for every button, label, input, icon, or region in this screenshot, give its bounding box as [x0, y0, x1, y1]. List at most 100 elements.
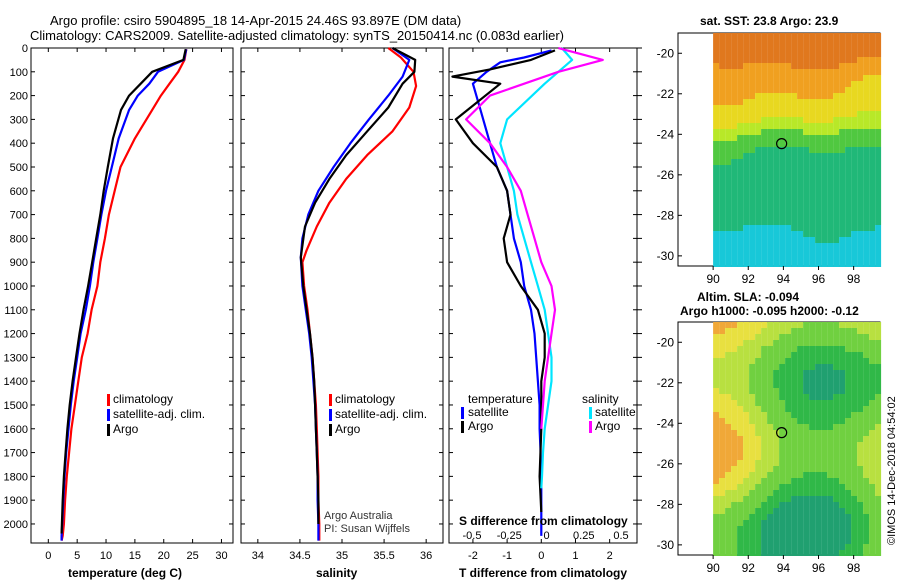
- map-cell: [749, 472, 756, 478]
- map-cell: [779, 436, 786, 442]
- map-cell: [833, 388, 840, 394]
- map-cell: [743, 45, 750, 51]
- map-cell: [821, 430, 828, 436]
- map-cell: [779, 424, 786, 430]
- map-cell: [791, 430, 798, 436]
- map-cell: [731, 231, 738, 237]
- map-cell: [743, 520, 750, 526]
- map-cell: [839, 57, 846, 63]
- map-cell: [749, 255, 756, 261]
- map-cell: [779, 87, 786, 93]
- map-cell: [731, 460, 738, 466]
- map-cell: [785, 87, 792, 93]
- map-cell: [761, 183, 768, 189]
- map-cell: [797, 123, 804, 129]
- map-cell: [713, 448, 720, 454]
- map-cell: [803, 81, 810, 87]
- map-cell: [743, 207, 750, 213]
- map-cell: [731, 490, 738, 496]
- map-cell: [863, 171, 870, 177]
- map-cell: [797, 249, 804, 255]
- map-cell: [773, 213, 780, 219]
- map-cell: [845, 376, 852, 382]
- map-cell: [827, 219, 834, 225]
- map-cell: [749, 532, 756, 538]
- map-cell: [815, 424, 822, 430]
- map-cell: [809, 346, 816, 352]
- map-cell: [827, 105, 834, 111]
- map-cell: [857, 123, 864, 129]
- map-cell: [857, 352, 864, 358]
- map-cell: [833, 171, 840, 177]
- map-cell: [791, 322, 798, 328]
- map-cell: [761, 466, 768, 472]
- map-cell: [749, 201, 756, 207]
- map-cell: [761, 478, 768, 484]
- map-cell: [749, 460, 756, 466]
- map-cell: [833, 177, 840, 183]
- map-cell: [773, 508, 780, 514]
- map-cell: [767, 231, 774, 237]
- map-cell: [809, 412, 816, 418]
- map-cell: [869, 496, 876, 502]
- depth-tick-label: 1300: [4, 352, 28, 364]
- map-cell: [749, 322, 756, 328]
- map-cell: [761, 550, 768, 556]
- map-cell: [851, 129, 858, 135]
- map-cell: [755, 57, 762, 63]
- map-cell: [713, 388, 720, 394]
- map-cell: [869, 550, 876, 556]
- map-cell: [791, 231, 798, 237]
- map-cell: [743, 448, 750, 454]
- map-cell: [743, 33, 750, 39]
- map-cell: [755, 508, 762, 514]
- map-cell: [743, 424, 750, 430]
- map-cell: [821, 472, 828, 478]
- depth-tick-label: 1900: [4, 495, 28, 507]
- x-tick-label: -2: [468, 550, 478, 562]
- map-cell: [785, 424, 792, 430]
- map-cell: [755, 153, 762, 159]
- map-cell: [845, 484, 852, 490]
- map-cell: [755, 135, 762, 141]
- map-cell: [821, 33, 828, 39]
- map-cell: [761, 237, 768, 243]
- map-cell: [821, 352, 828, 358]
- map-cell: [863, 424, 870, 430]
- map-cell: [839, 442, 846, 448]
- map-cell: [797, 394, 804, 400]
- map-cell: [773, 165, 780, 171]
- map-cell: [713, 364, 720, 370]
- map-cell: [821, 424, 828, 430]
- map-cell: [803, 352, 810, 358]
- map-cell: [785, 520, 792, 526]
- map-cell: [869, 57, 876, 63]
- map-cell: [821, 370, 828, 376]
- map-cell: [857, 424, 864, 430]
- map-cell: [803, 490, 810, 496]
- map-cell: [773, 105, 780, 111]
- map-cell: [749, 45, 756, 51]
- map-cell: [725, 207, 732, 213]
- map-cell: [731, 117, 738, 123]
- map-cell: [845, 496, 852, 502]
- map-cell: [851, 99, 858, 105]
- map-cell: [833, 352, 840, 358]
- map-cell: [749, 69, 756, 75]
- map-cell: [857, 207, 864, 213]
- map-cell: [767, 514, 774, 520]
- map-cell: [857, 225, 864, 231]
- map-cell: [785, 93, 792, 99]
- map-cell: [749, 243, 756, 249]
- map-cell: [821, 550, 828, 556]
- map-cell: [839, 237, 846, 243]
- map-cell: [737, 358, 744, 364]
- map-cell: [797, 81, 804, 87]
- map-cell: [809, 183, 816, 189]
- map-cell: [731, 261, 738, 267]
- map-cell: [851, 159, 858, 165]
- map-cell: [737, 424, 744, 430]
- map-cell: [845, 370, 852, 376]
- map-cell: [779, 129, 786, 135]
- map-cell: [833, 57, 840, 63]
